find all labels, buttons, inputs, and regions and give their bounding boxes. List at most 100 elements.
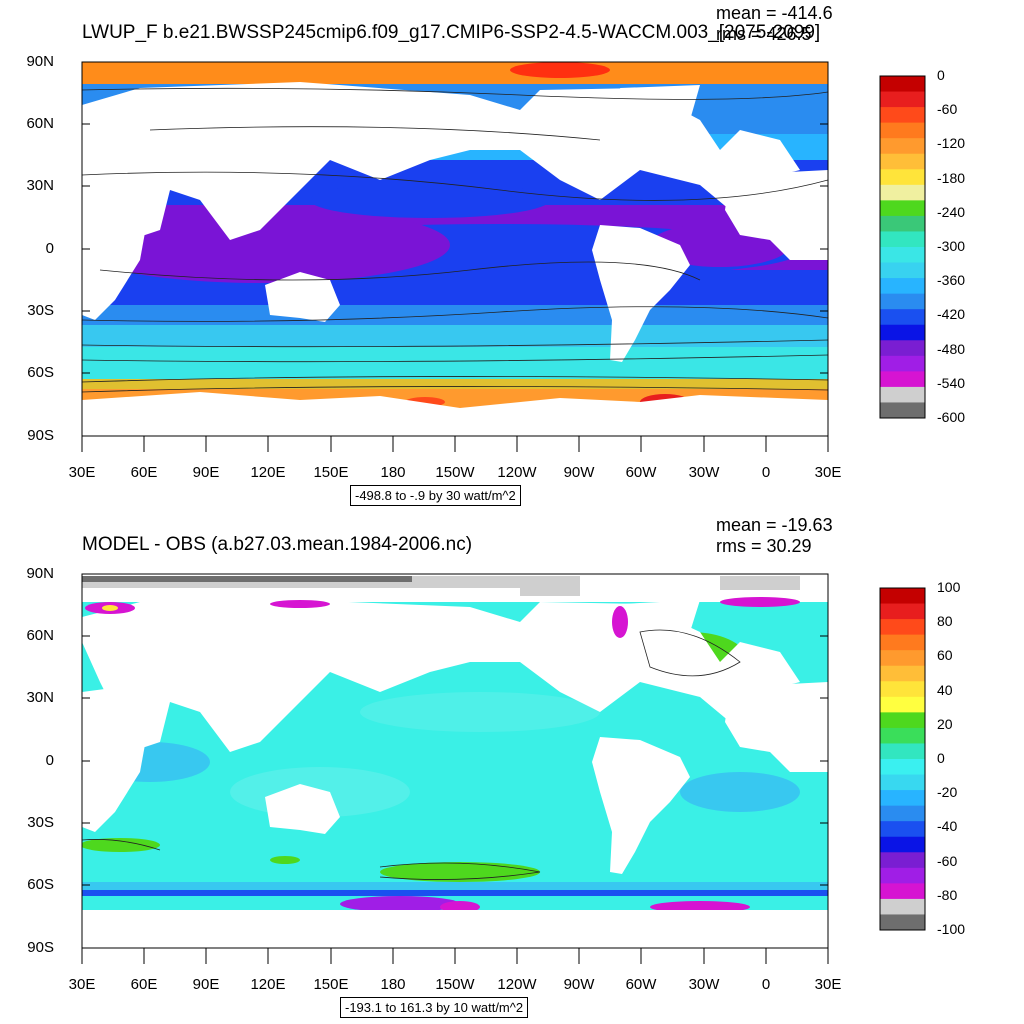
bottom-map-title: MODEL - OBS (a.b27.03.mean.1984-2006.nc) bbox=[82, 534, 473, 555]
top-lon-label: 30W bbox=[688, 464, 720, 481]
colorbar-swatch bbox=[880, 836, 925, 853]
top-rms-text: rms = 426.5 bbox=[716, 24, 812, 44]
top-colorbar bbox=[879, 75, 926, 419]
colorbar-label: -420 bbox=[937, 306, 966, 323]
top-lat-label: 60N bbox=[26, 115, 54, 132]
colorbar-swatch bbox=[880, 262, 925, 279]
colorbar-swatch bbox=[880, 355, 925, 372]
top-lon-label: 90W bbox=[563, 464, 595, 481]
top-lon-label: 60E bbox=[130, 464, 158, 481]
colorbar-swatch bbox=[880, 215, 925, 232]
colorbar-swatch bbox=[880, 867, 925, 884]
colorbar-label: -180 bbox=[937, 169, 966, 186]
colorbar-swatch bbox=[880, 340, 925, 357]
colorbar-border bbox=[879, 587, 926, 931]
colorbar-swatch bbox=[880, 712, 925, 729]
colorbar-swatch bbox=[880, 898, 925, 915]
colorbar-swatch bbox=[880, 852, 925, 869]
bottom-lon-label: 30E bbox=[68, 976, 96, 993]
bottom-lon-label: 150W bbox=[435, 976, 475, 993]
bottom-lon-label: 60W bbox=[625, 976, 657, 993]
bottom-lon-label: 120E bbox=[250, 976, 286, 993]
bottom-lon-label: 30E bbox=[814, 976, 842, 993]
colorbar-swatch bbox=[880, 821, 925, 838]
bottom-colorbar bbox=[879, 587, 926, 931]
colorbar-swatch bbox=[880, 883, 925, 900]
colorbar-swatch bbox=[880, 588, 925, 605]
bottom-map-ticks bbox=[81, 573, 829, 964]
colorbar-swatch bbox=[880, 76, 925, 93]
colorbar-swatch bbox=[880, 696, 925, 713]
colorbar-swatch bbox=[880, 914, 925, 931]
bottom-lat-label: 90N bbox=[26, 565, 54, 582]
colorbar-swatch bbox=[880, 665, 925, 682]
bottom-contour-info: -193.1 to 161.3 by 10 watt/m^2 bbox=[340, 997, 529, 1018]
colorbar-swatch bbox=[880, 790, 925, 807]
colorbar-swatch bbox=[880, 247, 925, 264]
colorbar-label: 0 bbox=[937, 750, 945, 766]
top-map-title: LWUP_F b.e21.BWSSP245cmip6.f09_g17.CMIP6… bbox=[82, 22, 821, 43]
colorbar-swatch bbox=[880, 774, 925, 791]
colorbar-label: -120 bbox=[937, 135, 966, 152]
top-map-panel: LWUP_F b.e21.BWSSP245cmip6.f09_g17.CMIP6… bbox=[26, 3, 966, 506]
colorbar-label: -540 bbox=[937, 374, 966, 391]
colorbar-swatch bbox=[880, 619, 925, 636]
top-lon-label: 150W bbox=[435, 464, 475, 481]
colorbar-swatch bbox=[880, 200, 925, 217]
top-lat-label: 90S bbox=[27, 427, 54, 444]
bottom-map-field bbox=[82, 574, 828, 948]
bottom-lat-label: 0 bbox=[45, 752, 54, 769]
colorbar-label: -40 bbox=[937, 818, 958, 835]
colorbar-label: -240 bbox=[937, 203, 966, 220]
colorbar-label: -300 bbox=[937, 238, 966, 254]
colorbar-border bbox=[879, 75, 926, 419]
bottom-lon-label: 30W bbox=[688, 976, 720, 993]
top-lon-label: 120E bbox=[250, 464, 286, 481]
top-lat-label: 30N bbox=[26, 177, 54, 194]
bottom-lon-label: 150E bbox=[313, 976, 349, 993]
colorbar-swatch bbox=[880, 681, 925, 698]
colorbar-label: -60 bbox=[937, 101, 958, 118]
colorbar-label: 0 bbox=[937, 67, 945, 83]
colorbar-swatch bbox=[880, 759, 925, 776]
colorbar-swatch bbox=[880, 727, 925, 744]
colorbar-swatch bbox=[880, 603, 925, 620]
colorbar-swatch bbox=[880, 293, 925, 310]
bottom-lat-label: 60S bbox=[27, 876, 54, 893]
colorbar-swatch bbox=[880, 184, 925, 201]
bottom-lat-label: 90S bbox=[27, 939, 54, 956]
bottom-rms-text: rms = 30.29 bbox=[716, 536, 812, 556]
colorbar-label: 20 bbox=[937, 715, 953, 732]
colorbar-label: -100 bbox=[937, 921, 966, 937]
top-map-svg bbox=[81, 61, 926, 452]
top-lon-label: 180 bbox=[380, 464, 406, 481]
top-lon-label: 30E bbox=[814, 464, 842, 481]
top-lat-label: 30S bbox=[27, 302, 54, 319]
colorbar-swatch bbox=[880, 122, 925, 139]
top-lon-label: 30E bbox=[68, 464, 96, 481]
colorbar-label: -480 bbox=[937, 340, 966, 357]
colorbar-label: -20 bbox=[937, 784, 958, 801]
bottom-lon-label: 120W bbox=[497, 976, 537, 993]
bottom-lat-label: 30S bbox=[27, 814, 54, 831]
colorbar-swatch bbox=[880, 650, 925, 667]
top-mean-text: mean = -414.6 bbox=[716, 3, 833, 23]
top-contour-info: -498.8 to -.9 by 30 watt/m^2 bbox=[350, 485, 521, 506]
colorbar-label: -80 bbox=[937, 886, 958, 903]
bottom-map-panel: MODEL - OBS (a.b27.03.mean.1984-2006.nc)… bbox=[0, 512, 1024, 1024]
colorbar-swatch bbox=[880, 278, 925, 295]
colorbar-swatch bbox=[880, 402, 925, 419]
colorbar-swatch bbox=[880, 743, 925, 760]
bottom-lon-label: 180 bbox=[380, 976, 406, 993]
top-lon-label: 150E bbox=[313, 464, 349, 481]
top-lon-label: 60W bbox=[625, 464, 657, 481]
colorbar-swatch bbox=[880, 309, 925, 326]
top-map-ticks bbox=[81, 61, 829, 452]
colorbar-label: 80 bbox=[937, 613, 953, 630]
top-lat-label: 60S bbox=[27, 364, 54, 381]
colorbar-swatch bbox=[880, 107, 925, 124]
top-lat-label: 90N bbox=[26, 53, 54, 70]
colorbar-swatch bbox=[880, 231, 925, 248]
colorbar-swatch bbox=[880, 138, 925, 155]
bottom-lon-label: 90E bbox=[192, 976, 220, 993]
